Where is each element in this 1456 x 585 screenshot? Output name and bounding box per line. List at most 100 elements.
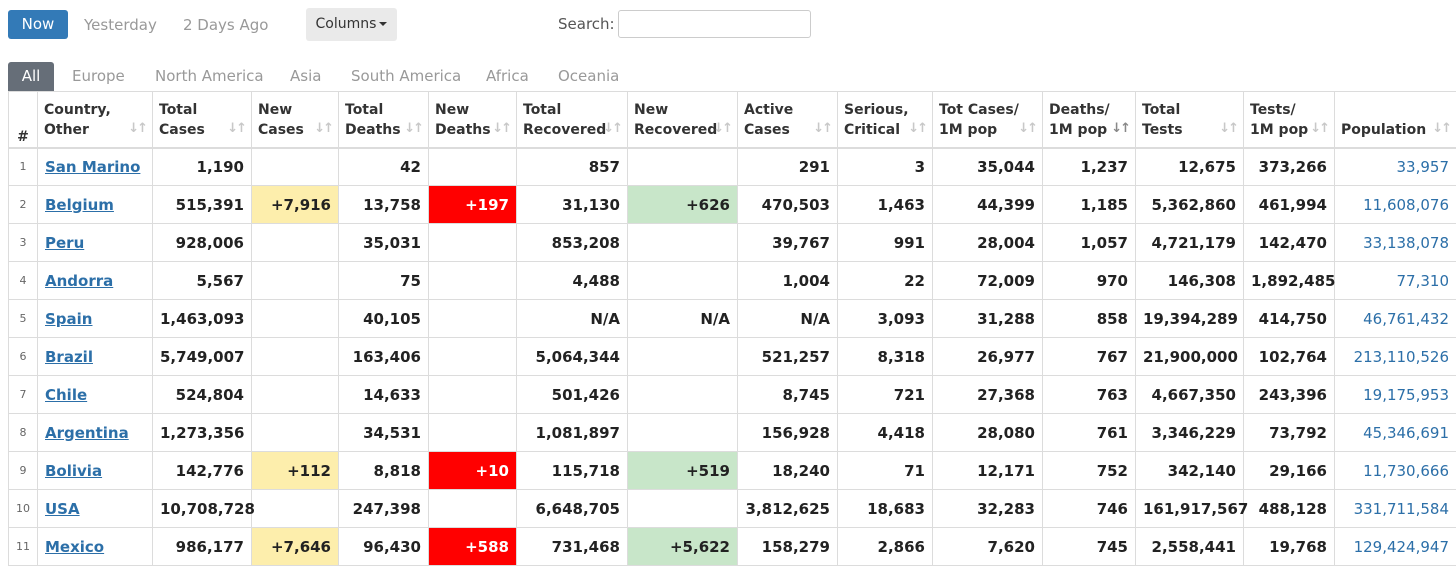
cell-tests-per-1m: 243,396 — [1243, 375, 1335, 414]
cell-new-cases: +112 — [251, 451, 339, 490]
sort-icon[interactable]: ↓↑ — [128, 120, 148, 136]
yesterday-link[interactable]: Yesterday — [84, 16, 157, 34]
sort-descending-icon[interactable]: ↓↑ — [1111, 120, 1131, 136]
column-header-total-tests[interactable]: Total Tests ↓↑ — [1135, 91, 1244, 149]
cell-active-cases: 3,812,625 — [737, 489, 838, 528]
cell-total-tests: 161,917,567 — [1135, 489, 1248, 528]
sort-icon[interactable]: ↓↑ — [813, 120, 833, 136]
cell-deaths-per-1m: 858 — [1042, 299, 1136, 338]
column-header-new-cases[interactable]: New Cases ↓↑ — [251, 91, 339, 149]
sort-icon[interactable]: ↓↑ — [603, 120, 623, 136]
table-header-row: # Country, Other ↓↑ Total Cases ↓↑ New Cases ↓↑ To… — [8, 91, 1456, 149]
tab-all[interactable]: All — [8, 62, 54, 91]
country-link[interactable]: Andorra — [45, 271, 114, 290]
cell-cases-per-1m: 72,009 — [932, 261, 1043, 300]
cell-deaths-per-1m: 752 — [1042, 451, 1136, 490]
tab-europe[interactable]: Europe — [72, 67, 125, 85]
country-link[interactable]: Bolivia — [45, 461, 103, 480]
tab-asia[interactable]: Asia — [290, 67, 322, 85]
search-label: Search: — [558, 15, 615, 33]
cell-total-tests: 2,558,441 — [1135, 527, 1244, 566]
cell-num: 3 — [8, 223, 38, 262]
column-header-new-recovered[interactable]: New Recovered ↓↑ — [627, 91, 738, 149]
tab-africa[interactable]: Africa — [486, 67, 529, 85]
cell-new-recovered: N/A — [627, 299, 738, 338]
now-button[interactable]: Now — [8, 10, 68, 39]
column-header-total-deaths[interactable]: Total Deaths ↓↑ — [338, 91, 429, 149]
table-row: 11 Mexico 986,177 +7,646 96,430 +588 731,468 +5… — [8, 527, 1456, 566]
sort-icon[interactable]: ↓↑ — [227, 120, 247, 136]
cell-population: 33,957 — [1334, 147, 1456, 186]
cell-cases-per-1m: 26,977 — [932, 337, 1043, 376]
sort-icon[interactable]: ↓↑ — [404, 120, 424, 136]
search-input[interactable] — [618, 10, 811, 38]
cell-active-cases: 1,004 — [737, 261, 838, 300]
sort-icon[interactable]: ↓↑ — [1219, 120, 1239, 136]
sort-icon[interactable]: ↓↑ — [713, 120, 733, 136]
column-header-active-cases[interactable]: Active Cases ↓↑ — [737, 91, 838, 149]
column-header-label: Total — [523, 101, 562, 118]
column-header-total-recovered[interactable]: Total Recovered ↓↑ — [516, 91, 628, 149]
tab-south-america[interactable]: South America — [351, 67, 462, 85]
column-header-cases-per-1m[interactable]: Tot Cases/1M pop ↓↑ — [932, 91, 1043, 149]
sort-icon[interactable]: ↓↑ — [1432, 120, 1452, 136]
cell-country: Mexico — [37, 527, 153, 566]
cell-deaths-per-1m: 761 — [1042, 413, 1136, 452]
cell-total-cases: 1,190 — [152, 147, 252, 186]
country-link[interactable]: Chile — [45, 385, 88, 404]
sort-icon[interactable]: ↓↑ — [908, 120, 928, 136]
table-row: 3 Peru 928,006 35,031 853,208 39,767 991 28,004… — [8, 223, 1456, 262]
cell-num: 8 — [8, 413, 38, 452]
country-link[interactable]: San Marino — [45, 157, 141, 176]
sort-icon[interactable]: ↓↑ — [1310, 120, 1330, 136]
column-header-population[interactable]: Population ↓↑ — [1334, 91, 1456, 149]
column-header-total-cases[interactable]: Total Cases ↓↑ — [152, 91, 252, 149]
columns-dropdown-button[interactable]: Columns — [306, 8, 397, 41]
cell-country: Andorra — [37, 261, 153, 300]
column-header-label: 1M pop — [1250, 121, 1309, 138]
country-link[interactable]: Brazil — [45, 347, 93, 366]
cell-population: 213,110,526 — [1334, 337, 1456, 376]
sort-icon[interactable]: ↓↑ — [1018, 120, 1038, 136]
two-days-ago-link[interactable]: 2 Days Ago — [183, 16, 269, 34]
sort-icon[interactable]: ↓↑ — [492, 120, 512, 136]
cell-new-deaths: +10 — [428, 451, 517, 490]
cell-new-deaths — [428, 299, 517, 338]
column-header-label: Active — [744, 101, 794, 118]
cell-active-cases: 291 — [737, 147, 838, 186]
column-header-label: Tot Cases/ — [939, 101, 1019, 118]
cell-total-recovered: 731,468 — [516, 527, 628, 566]
column-header-deaths-per-1m[interactable]: Deaths/1M pop ↓↑ — [1042, 91, 1136, 149]
tab-oceania[interactable]: Oceania — [558, 67, 620, 85]
country-link[interactable]: Spain — [45, 309, 93, 328]
cell-total-deaths: 8,818 — [338, 451, 429, 490]
country-link[interactable]: Belgium — [45, 195, 114, 214]
sort-icon[interactable]: ↓↑ — [314, 120, 334, 136]
cell-total-tests: 342,140 — [1135, 451, 1244, 490]
cell-new-cases — [251, 489, 339, 528]
table-row: 5 Spain 1,463,093 40,105 N/A N/A N/A 3,093 31,28… — [8, 299, 1456, 338]
cell-total-tests: 21,900,000 — [1135, 337, 1244, 376]
country-link[interactable]: USA — [45, 499, 80, 518]
column-header-label: New — [258, 101, 293, 118]
cell-serious: 4,418 — [837, 413, 933, 452]
country-link[interactable]: Mexico — [45, 537, 105, 556]
column-header-tests-per-1m[interactable]: Tests/1M pop ↓↑ — [1243, 91, 1335, 149]
column-header-country[interactable]: Country, Other ↓↑ — [37, 91, 153, 149]
cell-tests-per-1m: 142,470 — [1243, 223, 1335, 262]
country-link[interactable]: Peru — [45, 233, 85, 252]
column-header-new-deaths[interactable]: New Deaths ↓↑ — [428, 91, 517, 149]
cell-total-recovered: 5,064,344 — [516, 337, 628, 376]
column-header-serious[interactable]: Serious, Critical ↓↑ — [837, 91, 933, 149]
cell-new-recovered — [627, 489, 738, 528]
cell-active-cases: 470,503 — [737, 185, 838, 224]
column-header-label: Critical — [844, 121, 901, 138]
country-link[interactable]: Argentina — [45, 423, 129, 442]
column-header-num[interactable]: # — [8, 91, 38, 149]
covid-table: # Country, Other ↓↑ Total Cases ↓↑ New Cases ↓↑ To… — [8, 91, 1456, 566]
cell-num: 10 — [8, 489, 38, 528]
cell-cases-per-1m: 28,004 — [932, 223, 1043, 262]
tab-north-america[interactable]: North America — [155, 67, 264, 85]
cell-total-deaths: 42 — [338, 147, 429, 186]
column-header-label: 1M pop — [939, 121, 998, 138]
